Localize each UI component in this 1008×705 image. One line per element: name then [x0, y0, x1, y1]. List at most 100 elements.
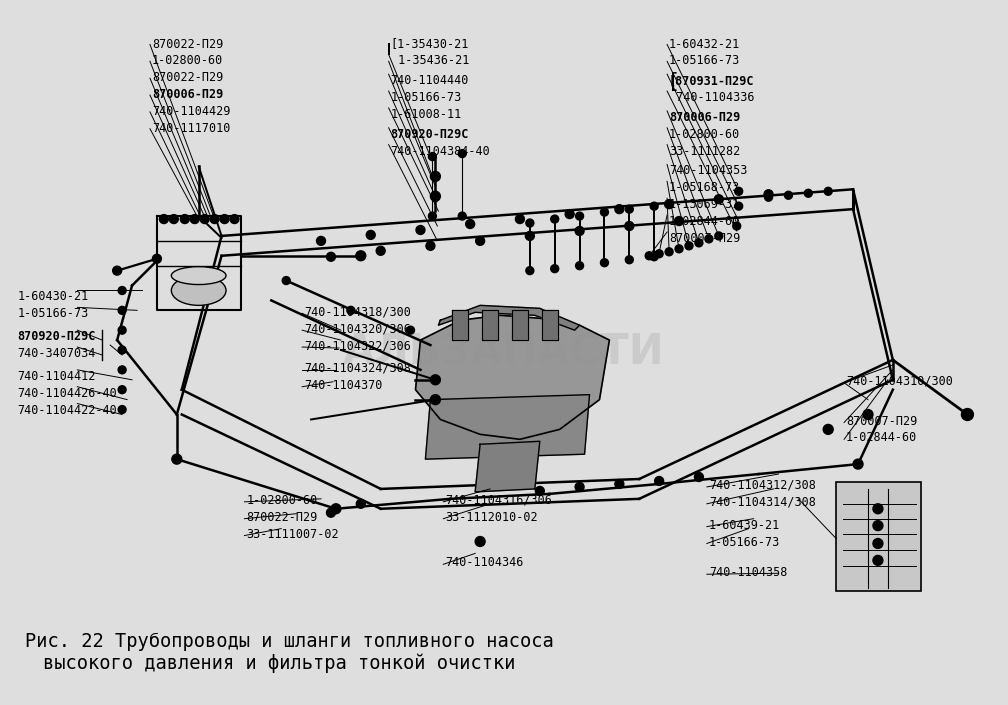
Circle shape	[685, 242, 692, 250]
Circle shape	[282, 276, 290, 285]
Text: 740-1104440: 740-1104440	[391, 74, 469, 87]
Text: 740-1104358: 740-1104358	[709, 566, 787, 580]
Circle shape	[625, 256, 633, 264]
Circle shape	[705, 235, 713, 243]
Text: Рис. 22 Трубопроводы и шланги топливного насоса: Рис. 22 Трубопроводы и шланги топливного…	[24, 632, 553, 651]
Circle shape	[962, 409, 974, 420]
Circle shape	[406, 326, 414, 334]
Text: АЛЬЗАПАСТИ: АЛЬЗАПАСТИ	[343, 331, 665, 374]
Text: 740-1104312/308: 740-1104312/308	[709, 479, 815, 492]
Text: 740-1104314/308: 740-1104314/308	[709, 496, 815, 509]
Circle shape	[327, 508, 336, 517]
Text: 1-02844-60: 1-02844-60	[669, 215, 740, 228]
Circle shape	[526, 266, 534, 275]
Ellipse shape	[171, 266, 226, 285]
Circle shape	[210, 214, 219, 223]
Circle shape	[873, 521, 883, 531]
Text: [870931-П29С: [870931-П29С	[669, 74, 755, 87]
Circle shape	[664, 200, 673, 209]
Circle shape	[674, 216, 683, 226]
Circle shape	[645, 252, 653, 259]
Circle shape	[476, 236, 485, 245]
Circle shape	[550, 215, 558, 223]
Circle shape	[430, 395, 440, 405]
Text: 870007-П29: 870007-П29	[669, 232, 740, 245]
Text: 740-1104316/306: 740-1104316/306	[446, 494, 552, 507]
Circle shape	[430, 171, 440, 181]
Circle shape	[426, 241, 434, 250]
Circle shape	[650, 253, 658, 261]
Text: [: [	[667, 72, 680, 92]
Text: 1-05166-73: 1-05166-73	[391, 91, 462, 104]
Polygon shape	[482, 310, 498, 340]
Circle shape	[118, 307, 126, 314]
Circle shape	[118, 366, 126, 374]
Circle shape	[675, 245, 683, 253]
Circle shape	[466, 219, 475, 228]
Circle shape	[428, 152, 436, 161]
Bar	[837, 482, 920, 591]
Text: 870920-П29С: 870920-П29С	[391, 128, 469, 141]
Circle shape	[735, 202, 743, 210]
Circle shape	[230, 214, 239, 223]
Circle shape	[201, 214, 209, 223]
Text: 1-60430-21: 1-60430-21	[18, 290, 89, 303]
Circle shape	[654, 477, 663, 486]
Circle shape	[625, 221, 634, 231]
Circle shape	[331, 504, 341, 514]
Circle shape	[535, 486, 544, 496]
Text: 740-1104422-40: 740-1104422-40	[18, 403, 118, 417]
Circle shape	[576, 212, 584, 220]
Circle shape	[576, 482, 584, 491]
Circle shape	[863, 410, 873, 419]
Circle shape	[118, 405, 126, 414]
Text: 740-1104336: 740-1104336	[669, 91, 755, 104]
Text: 33-1112010-02: 33-1112010-02	[446, 510, 538, 524]
Text: 740-1117010: 740-1117010	[152, 122, 230, 135]
Circle shape	[825, 188, 833, 195]
Circle shape	[873, 539, 883, 548]
Text: 740-1104370: 740-1104370	[304, 379, 382, 392]
Text: 740-1104324/308: 740-1104324/308	[304, 362, 411, 375]
Circle shape	[376, 246, 385, 255]
Circle shape	[576, 262, 584, 269]
Polygon shape	[453, 310, 468, 340]
Text: 870007-П29: 870007-П29	[846, 415, 917, 427]
Circle shape	[118, 286, 126, 295]
Polygon shape	[425, 395, 590, 459]
Text: 870022-П29: 870022-П29	[152, 71, 223, 84]
Circle shape	[715, 232, 723, 240]
Text: 740-1104429: 740-1104429	[152, 105, 230, 118]
Circle shape	[356, 251, 366, 261]
Text: 1-60432-21: 1-60432-21	[669, 37, 740, 51]
Text: 1-02844-60: 1-02844-60	[846, 431, 917, 444]
Polygon shape	[475, 441, 540, 492]
Circle shape	[220, 214, 229, 223]
Circle shape	[525, 231, 534, 240]
Circle shape	[733, 222, 741, 230]
Circle shape	[159, 214, 168, 223]
Circle shape	[650, 202, 658, 210]
Circle shape	[715, 195, 724, 204]
Circle shape	[615, 479, 624, 489]
Circle shape	[356, 499, 365, 508]
Circle shape	[191, 214, 200, 223]
Circle shape	[171, 454, 181, 464]
Circle shape	[317, 236, 326, 245]
Circle shape	[873, 556, 883, 565]
Text: 740-1104346: 740-1104346	[446, 556, 524, 570]
Circle shape	[764, 193, 772, 201]
Text: 1-13069-31: 1-13069-31	[669, 198, 740, 212]
Text: 740-1104426-40: 740-1104426-40	[18, 387, 118, 400]
Text: 740-1104353: 740-1104353	[669, 164, 748, 178]
Polygon shape	[512, 310, 528, 340]
Circle shape	[853, 459, 863, 469]
Text: 740-1104412: 740-1104412	[18, 370, 96, 383]
Circle shape	[784, 191, 792, 200]
Text: 1-02800-60: 1-02800-60	[152, 54, 223, 68]
Circle shape	[695, 239, 703, 247]
Polygon shape	[541, 310, 557, 340]
Circle shape	[327, 252, 336, 262]
Text: 740-1104318/300: 740-1104318/300	[304, 305, 411, 319]
Circle shape	[695, 472, 704, 482]
